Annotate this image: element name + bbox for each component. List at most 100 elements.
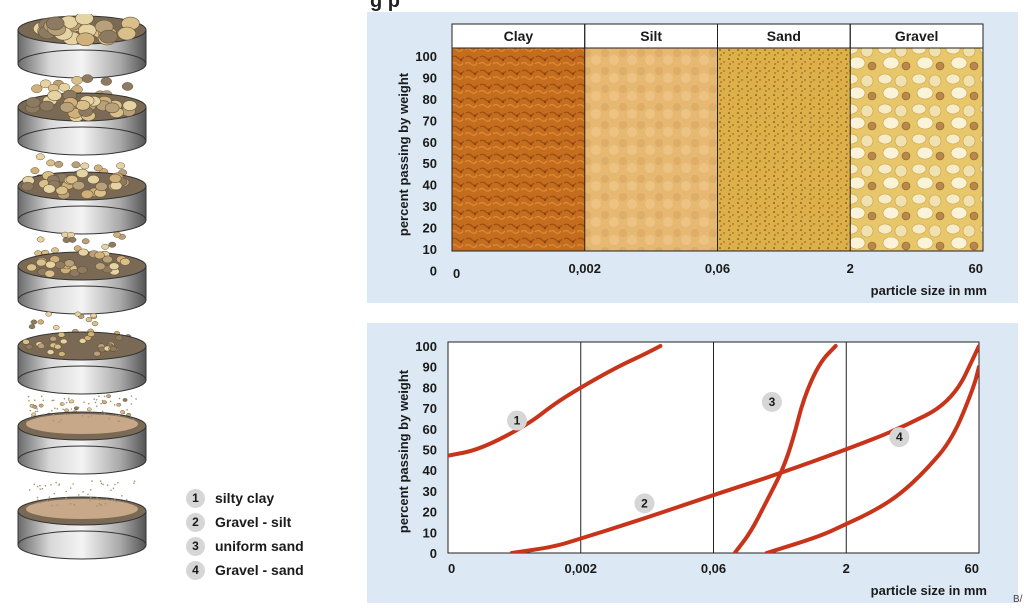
texture-silt (584, 48, 718, 251)
legend-item-3: 3 uniform sand (186, 534, 356, 558)
grain (75, 168, 89, 179)
legend-item-2: 2 Gravel - silt (186, 510, 356, 534)
legend-badge: 2 (186, 512, 205, 532)
y-tick-label: 20 (423, 221, 437, 236)
y-tick-label: 90 (423, 70, 437, 85)
dust-particle (83, 401, 85, 404)
curve-4 (764, 364, 979, 553)
grain (122, 100, 138, 111)
dust-particle (48, 496, 51, 498)
x-axis-title: particle size in mm (871, 583, 987, 598)
grain (45, 16, 65, 31)
dust-particle (30, 415, 33, 418)
grain (55, 185, 69, 196)
y-tick-label: 100 (415, 49, 437, 64)
dust-particle (114, 500, 116, 502)
column-header-cell (451, 23, 586, 49)
falling-grain (35, 153, 45, 161)
dust-particle (121, 495, 123, 497)
sieve-stack-illustration (17, 14, 147, 560)
dust-particle (40, 501, 43, 504)
falling-grain (85, 317, 93, 323)
dust-particle (54, 407, 56, 410)
grain (109, 346, 118, 352)
grain (65, 174, 79, 185)
curve-badge-4 (889, 427, 910, 448)
curve-badge-1 (507, 410, 528, 431)
x-tick-label: 0,002 (568, 261, 601, 276)
dust-particle (69, 502, 72, 505)
falling-grain (81, 74, 94, 83)
falling-grain (64, 408, 69, 413)
grain (76, 32, 95, 47)
sieve-rim (17, 205, 147, 235)
curve-badge-3 (761, 391, 782, 412)
curve-badge-label: 1 (514, 414, 521, 428)
grain (93, 350, 101, 357)
falling-grain (100, 77, 112, 86)
dust-particle (106, 484, 109, 486)
grain (102, 255, 113, 264)
dust-particle (52, 413, 55, 416)
falling-grain (39, 79, 52, 89)
grain (25, 97, 41, 108)
grain (53, 343, 62, 350)
x-tick-label: 60 (965, 561, 979, 576)
grain (115, 334, 123, 341)
x-tick-label: 2 (843, 561, 850, 576)
grain (59, 338, 68, 345)
legend-label: uniform sand (215, 538, 304, 554)
dust-particle (51, 504, 53, 507)
sieve-rim (17, 285, 147, 315)
curve-legend: 1 silty clay 2 Gravel - silt 3 uniform s… (186, 486, 356, 582)
dust-particle (133, 505, 136, 508)
texture-gravel (850, 48, 983, 251)
dust-particle (52, 399, 55, 402)
fine-sediment (26, 499, 138, 519)
dust-particle (100, 504, 103, 506)
dust-particle (95, 399, 98, 401)
dust-particle (55, 481, 57, 484)
dust-particle (126, 409, 128, 411)
falling-grain (71, 161, 81, 169)
grain (35, 258, 47, 267)
dust-particle (78, 494, 80, 496)
dust-particle (46, 499, 49, 502)
dust-particle (133, 482, 135, 484)
falling-grain (30, 167, 40, 175)
y-tick-label: 60 (423, 422, 437, 437)
dust-particle (44, 485, 47, 487)
y-tick-label: 30 (423, 484, 437, 499)
corner-mark: B/ (1013, 594, 1023, 605)
dust-particle (115, 414, 117, 417)
dust-particle (123, 412, 125, 415)
dust-particle (101, 410, 104, 413)
y-tick-label: 20 (423, 505, 437, 520)
falling-grain (116, 162, 126, 170)
dust-particle (39, 502, 41, 504)
dust-particle (130, 395, 133, 397)
grain-size-panel: Clay Silt Sand Gravel 100 90 80 70 60 50 40 30 20 10 0… (367, 12, 1018, 303)
dust-particle (51, 399, 53, 402)
grain (72, 180, 86, 191)
grain (37, 343, 46, 349)
sieve-rim (17, 365, 147, 395)
dust-particle (87, 416, 90, 418)
y-tick-label: 100 (415, 339, 437, 354)
falling-grain (91, 321, 99, 327)
texture-clay (452, 48, 585, 251)
dust-particle (90, 415, 92, 417)
dust-particle (36, 499, 39, 501)
dust-particle (81, 414, 84, 417)
column-header-sand: Sand (767, 28, 801, 44)
dust-particle (50, 483, 52, 486)
sieve-rim (17, 49, 147, 79)
curve-3 (732, 344, 838, 553)
grain (43, 184, 56, 194)
dust-particle (77, 406, 80, 409)
falling-grain (116, 402, 122, 407)
dust-particle (53, 492, 56, 495)
falling-grain (46, 159, 56, 167)
grain (59, 101, 75, 113)
